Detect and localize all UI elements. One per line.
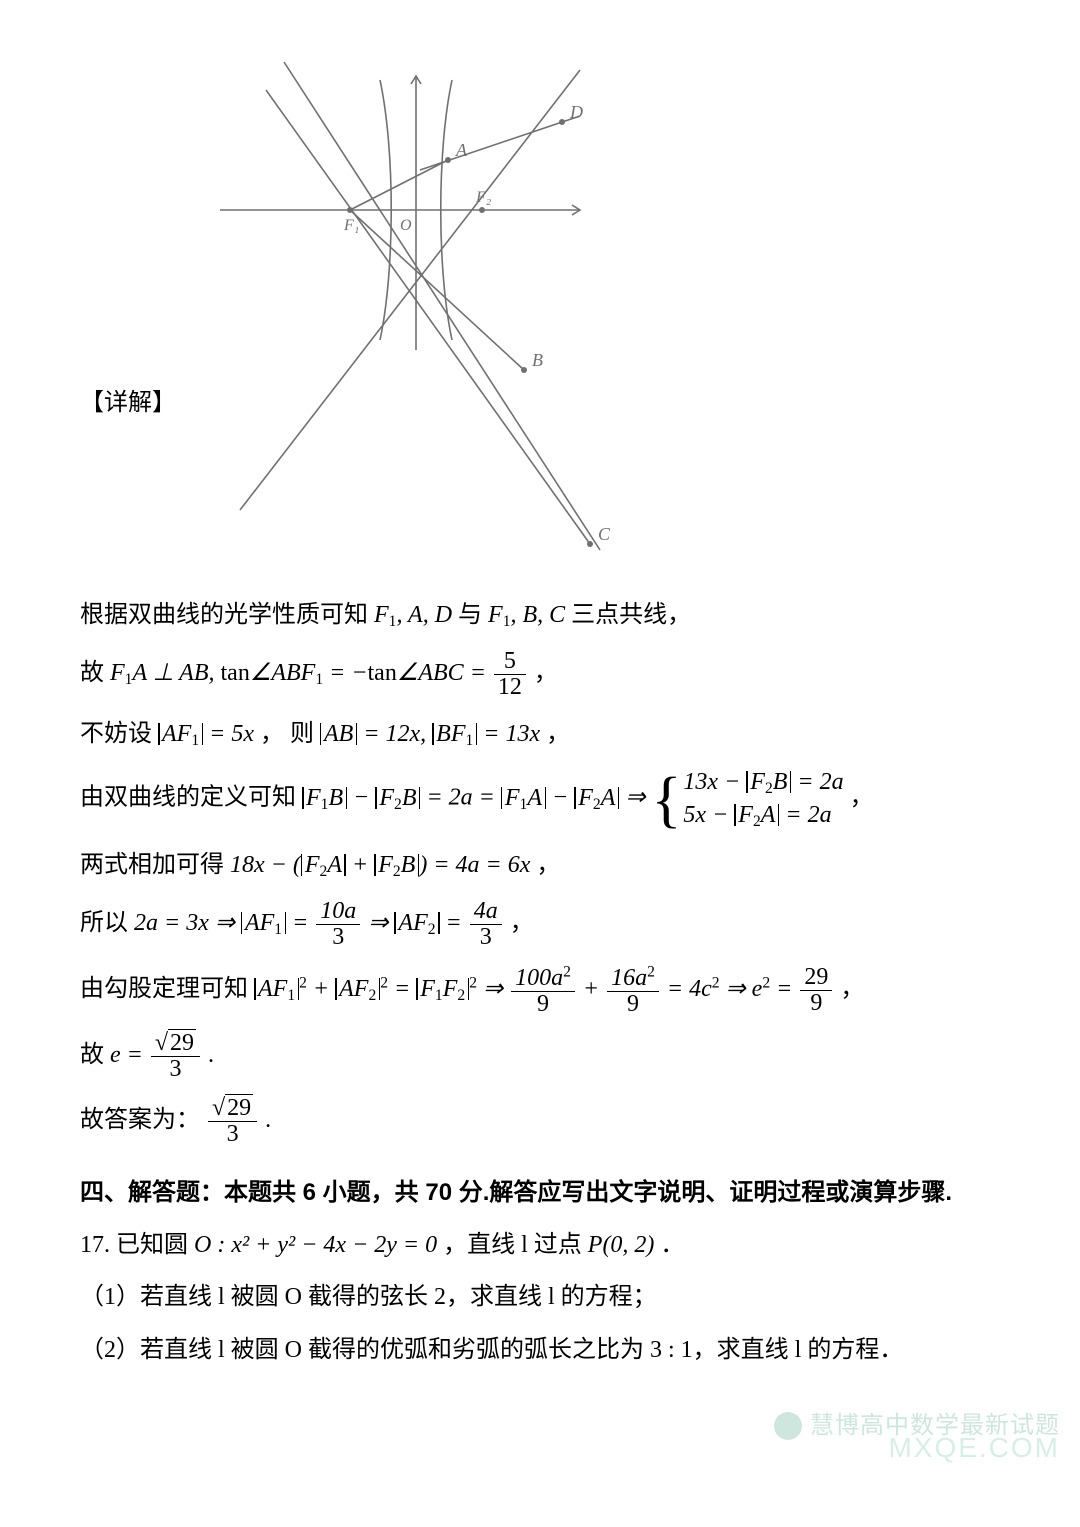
ans-frac: 29 3	[208, 1096, 257, 1147]
t: 故	[80, 1042, 104, 1068]
eq: AF12 + AF22 = F1F22 ⇒	[254, 976, 509, 1002]
ab: AB = 12x, BF1 = 13x	[320, 721, 540, 747]
frac-4a-3: 4a3	[470, 899, 502, 950]
comma: ，	[534, 660, 558, 686]
frac-100a2-9: 100a29	[511, 964, 575, 1017]
watermark-2: MXQE.COM	[888, 1426, 1060, 1471]
frac-10a-3: 10a3	[316, 899, 360, 950]
figure-svg: F₁ F₂ O A B D C	[180, 40, 620, 560]
svg-text:B: B	[532, 350, 543, 370]
end: ，	[840, 976, 864, 1002]
watermark-1: 慧博高中数学最新试题	[774, 1407, 1060, 1445]
line-3: 不妨设 AF1 = 5x ， 则 AB = 12x, BF1 = 13x ，	[80, 715, 1000, 754]
svg-text:F₂: F₂	[475, 189, 492, 206]
t: 不妨设	[80, 721, 152, 747]
line-1: 根据双曲线的光学性质可知 F1, A, D 与 F1, B, C 三点共线，	[80, 596, 1000, 635]
eq: 18x − (F2A + F2B) = 4a = 6x	[230, 852, 536, 878]
af1: AF1 = 5x	[158, 721, 254, 747]
svg-text:C: C	[598, 524, 611, 544]
line-9: 故答案为： 29 3 .	[80, 1096, 1000, 1147]
line-8: 故 e = 29 3 .	[80, 1031, 1000, 1082]
page: 【详解】 F₁ F₂ O A B D C 根据双曲线的光学性质可知 F1, A, D 与 F…	[0, 0, 1080, 1463]
arrow: ⇒ AF2 =	[368, 910, 467, 936]
q17-sub2: （2）若直线 l 被圆 O 截得的优弧和劣弧的弧长之比为 3 : 1，求直线 l…	[80, 1331, 1000, 1369]
t: 根据双曲线的光学性质可知	[80, 602, 368, 628]
watermark-text: 慧博高中数学最新试题	[810, 1407, 1060, 1445]
frac-16a2-9: 16a29	[607, 964, 659, 1017]
frac-5-12: 512	[494, 649, 526, 700]
end: .	[208, 1042, 214, 1068]
line-2: 故 F1A ⊥ AB, tan∠ABF1 = −tan∠ABC = 512 ，	[80, 649, 1000, 700]
eq: 2a = 3x ⇒ AF1 =	[134, 910, 314, 936]
svg-text:O: O	[400, 217, 412, 234]
hyperbola-figure: F₁ F₂ O A B D C	[180, 40, 620, 572]
plus: +	[583, 976, 605, 1002]
watermark-logo-icon	[774, 1412, 802, 1440]
figure-row: 【详解】 F₁ F₂ O A B D C	[80, 40, 1000, 572]
t: 故答案为：	[80, 1107, 200, 1133]
line-7: 由勾股定理可知 AF12 + AF22 = F1F22 ⇒ 100a29 + 1…	[80, 964, 1000, 1017]
q17-stem: 17. 已知圆 O : x² + y² − 4x − 2y = 0 ，直线 l …	[80, 1226, 1000, 1264]
eq: e =	[110, 1042, 149, 1068]
end: .	[265, 1107, 271, 1133]
q17-label: 17. 已知圆	[80, 1232, 188, 1258]
t: 两式相加可得	[80, 852, 224, 878]
t: 由双曲线的定义可知	[80, 785, 296, 811]
eq2: = 4c2 ⇒ e2 =	[667, 976, 798, 1002]
section-4-heading: 四、解答题：本题共 6 小题，共 70 分.解答应写出文字说明、证明过程或演算步…	[80, 1174, 1000, 1212]
line-4: 由双曲线的定义可知 F1B − F2B = 2a = F1A − F2A ⇒ {…	[80, 767, 1000, 831]
line-6: 所以 2a = 3x ⇒ AF1 = 10a3 ⇒ AF2 = 4a3 ，	[80, 899, 1000, 950]
pts1: F1, A, D	[374, 602, 452, 628]
t: 所以	[80, 910, 128, 936]
q17-sub1: （1）若直线 l 被圆 O 截得的弦长 2，求直线 l 的方程；	[80, 1278, 1000, 1316]
and: 与	[458, 602, 488, 628]
frac-29-9: 299	[800, 965, 832, 1016]
mid: ， 则	[260, 721, 314, 747]
point-p: P(0, 2)	[588, 1232, 655, 1258]
circle-eq: O : x² + y² − 4x − 2y = 0	[194, 1232, 437, 1258]
end: ，	[510, 910, 534, 936]
svg-text:F₁: F₁	[343, 217, 359, 234]
line-5: 两式相加可得 18x − (F2A + F2B) = 4a = 6x ，	[80, 846, 1000, 885]
eq: F1B − F2B = 2a = F1A − F2A ⇒	[302, 785, 651, 811]
frac-sqrt29-3: 29 3	[151, 1031, 200, 1082]
pts2: F1, B, C	[488, 602, 565, 628]
svg-text:D: D	[569, 102, 583, 122]
t3: 三点共线，	[571, 602, 691, 628]
end: ．	[660, 1232, 684, 1258]
t: 故	[80, 660, 104, 686]
mid: ，直线 l 过点	[443, 1232, 582, 1258]
detail-label: 【详解】	[80, 384, 180, 572]
expr: F1A ⊥ AB, tan∠ABF1 = −tan∠ABC =	[110, 660, 492, 686]
svg-text:A: A	[455, 140, 468, 160]
end: ，	[546, 721, 570, 747]
comma: ，	[850, 785, 874, 811]
end: ，	[536, 852, 560, 878]
system: { 13x − F2B = 2a 5x − F2A = 2a	[651, 767, 843, 831]
t: 由勾股定理可知	[80, 976, 248, 1002]
